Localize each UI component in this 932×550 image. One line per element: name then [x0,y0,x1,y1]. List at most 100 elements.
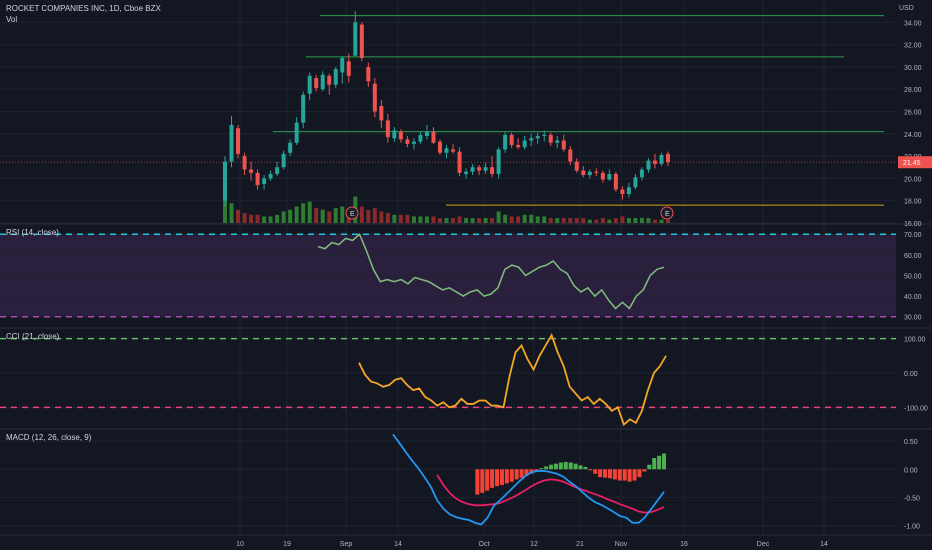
candle-body [275,167,280,174]
macd-histogram-bar [568,462,573,470]
candle-body [607,173,612,180]
candle-body [236,128,241,154]
volume-bar [529,214,534,223]
volume-bar [496,211,501,223]
volume-bar [431,216,436,223]
macd-y-tick-0: -1.00 [904,524,920,531]
volume-label[interactable]: Vol [6,15,18,24]
candle-body [398,131,403,140]
x-tick-5: 12 [530,541,538,548]
volume-bar [470,218,475,223]
candle-body [477,167,482,171]
candle-body [229,124,234,162]
volume-bar [262,216,267,223]
x-tick-10: 14 [820,541,828,548]
candle-body [242,156,247,170]
volume-bar [411,216,416,223]
volume-bar [398,214,403,223]
candle-body [314,78,319,89]
candle-body [646,160,651,170]
candle-body [483,167,488,171]
candle-body [659,154,664,164]
x-tick-8: 16 [680,541,688,548]
volume-bar [236,209,241,223]
candle-body [333,69,338,85]
volume-bar [405,214,410,223]
volume-bar [275,214,280,223]
earnings-marker-1 [660,206,674,220]
macd-histogram-bar [524,469,529,477]
macd-title: MACD (12, 26, close, 9) [6,433,92,442]
price-y-tick-2: 20.00 [904,176,922,183]
volume-bar [666,219,670,223]
rsi-y-tick-2: 50.00 [904,273,922,280]
candle-body [268,173,273,179]
volume-bar [613,218,618,223]
volume-bar [542,216,547,223]
volume-bar [639,218,644,223]
candle-body [385,120,390,138]
volume-bar [372,208,377,223]
earnings-marker-0 [345,206,359,220]
price-y-tick-1: 18.00 [904,199,922,206]
x-tick-9: Dec [757,541,770,548]
candle-body [620,189,625,195]
volume-bar [288,209,293,223]
candle-body [496,149,501,174]
price-y-tick-6: 28.00 [904,87,922,94]
candle-body [542,134,547,137]
macd-histogram-bar [607,469,612,479]
candle-body [555,140,560,143]
macd-histogram-bar [519,469,524,478]
candle-body [327,75,332,85]
volume-bar [607,219,612,223]
candle-body [392,130,397,139]
candle-body [405,139,410,144]
candle-body [249,169,254,173]
macd-histogram-bar [622,469,627,481]
candle-body [639,169,644,178]
volume-bar [509,216,514,223]
candle-body [366,66,371,82]
candle-body [424,131,429,137]
candle-body [633,177,638,188]
macd-histogram-bar [652,458,657,470]
macd-histogram-bar [544,466,549,470]
candle-body [581,170,586,176]
rsi-y-tick-3: 60.00 [904,253,922,260]
volume-bar [568,218,573,223]
cci-y-tick-0: -100.00 [904,405,928,412]
macd-histogram-bar [549,464,554,470]
candle-body [594,171,599,173]
cci-line [358,333,667,427]
volume-bar [574,218,579,223]
volume-bar [503,214,508,223]
candle-body [320,74,325,90]
macd-histogram-bar [583,467,588,470]
macd-y-tick-1: -0.50 [904,495,920,502]
macd-histogram-bar [573,463,578,470]
volume-bar [307,201,312,223]
volume-bar [652,219,657,223]
volume-bar [301,203,306,223]
cci-y-tick-2: 100.00 [904,337,926,344]
volume-bar [424,216,429,223]
volume-bar [561,218,566,223]
macd-histogram-bar [558,462,563,470]
macd-histogram-bar [490,469,495,488]
candle-body [600,172,605,180]
volume-bar [477,218,482,223]
volume-bar [294,206,299,223]
symbol-title[interactable]: ROCKET COMPANIES INC, 1D, Cboe BZX [6,4,161,13]
macd-histogram-bar [563,461,568,470]
price-y-tick-7: 30.00 [904,65,922,72]
last-price-label: 21.45 [903,160,921,167]
candle-body [307,75,312,94]
candle-body [522,140,527,148]
price-y-tick-9: 34.00 [904,20,922,27]
macd-histogram-bar [647,464,652,470]
candle-body [411,141,416,144]
volume-bar [392,214,397,223]
currency-label: USD [899,5,914,12]
